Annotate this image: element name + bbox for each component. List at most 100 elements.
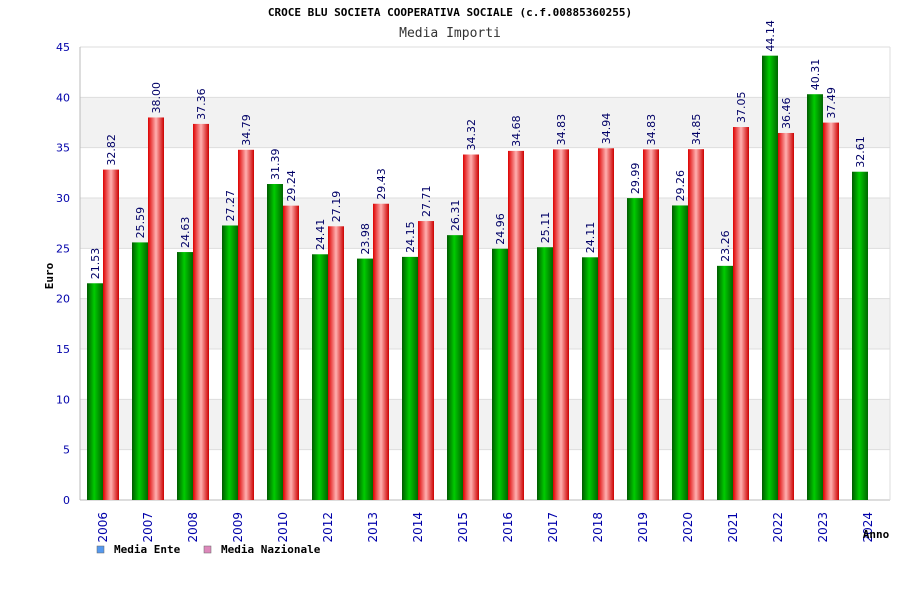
data-labels: 21.53 32.82 25.59 38.00 24.63 37.36 27.27 34.79… <box>89 20 867 279</box>
bar-media-nazionale <box>643 149 659 501</box>
x-tick-label: 2015 <box>456 512 470 543</box>
bar-media-ente <box>402 256 418 500</box>
x-tick-label: 2008 <box>186 512 200 543</box>
bar-media-nazionale <box>598 148 614 500</box>
x-tick-label: 2007 <box>141 512 155 543</box>
bar-media-nazionale <box>688 149 704 500</box>
y-tick-label: 20 <box>56 293 70 306</box>
chart-subtitle: Media Importi <box>399 26 501 41</box>
legend: Media Ente Media Nazionale <box>96 543 321 556</box>
bar-value-label: 38.00 <box>150 82 163 114</box>
bar-value-label: 34.85 <box>690 114 703 146</box>
legend-label: Media Nazionale <box>221 543 321 556</box>
x-tick-label: 2017 <box>546 512 560 543</box>
bar-value-label: 27.19 <box>330 191 343 223</box>
x-tick-label: 2010 <box>276 512 290 543</box>
x-tick-label: 2022 <box>771 512 785 543</box>
bar-media-nazionale <box>373 203 389 500</box>
bar-media-ente <box>807 94 823 500</box>
bar-media-nazionale <box>103 169 119 500</box>
bar-value-label: 31.39 <box>269 149 282 181</box>
y-axis-label: Euro <box>43 262 56 289</box>
bar-media-nazionale <box>418 221 434 500</box>
bars-group <box>87 55 868 501</box>
x-tick-label: 2024 <box>861 512 875 543</box>
bar-media-ente <box>132 242 148 501</box>
bar-media-ente <box>762 55 778 500</box>
plot-band <box>80 198 890 249</box>
bar-media-nazionale <box>733 127 749 500</box>
bar-value-label: 24.41 <box>314 219 327 251</box>
bar-media-nazionale <box>148 117 164 500</box>
bar-value-label: 32.61 <box>854 136 867 168</box>
bar-value-label: 24.96 <box>494 213 507 245</box>
bar-media-ente <box>627 198 643 501</box>
bar-value-label: 23.26 <box>719 230 732 262</box>
plot-band <box>80 298 890 349</box>
x-tick-label: 2014 <box>411 512 425 543</box>
bar-value-label: 29.43 <box>375 168 388 200</box>
bar-media-ente <box>672 205 688 500</box>
bar-media-ente <box>537 247 553 500</box>
x-axis-label: Anno <box>863 528 890 541</box>
bar-media-ente <box>582 257 598 500</box>
bar-value-label: 34.32 <box>465 119 478 151</box>
bar-media-nazionale <box>823 122 839 500</box>
y-tick-label: 25 <box>56 242 70 255</box>
bar-media-nazionale <box>193 123 209 500</box>
bar-media-nazionale <box>778 132 794 500</box>
y-tick-label: 0 <box>63 494 70 507</box>
bar-value-label: 36.46 <box>780 97 793 129</box>
bar-media-nazionale <box>463 154 479 500</box>
bar-media-ente <box>447 235 463 500</box>
bar-media-nazionale <box>553 149 569 501</box>
bar-media-nazionale <box>508 150 524 500</box>
bar-media-ente <box>87 283 103 500</box>
bar-value-label: 27.27 <box>224 190 237 222</box>
y-tick-label: 5 <box>63 444 70 457</box>
bar-value-label: 29.99 <box>629 163 642 195</box>
axes: 0 5 10 15 20 25 30 35 40 45 2006 2007 2008 2009 2010 20… <box>56 41 891 543</box>
y-tick-label: 40 <box>56 91 70 104</box>
plot-bands <box>80 97 890 450</box>
bar-media-ente <box>852 171 868 500</box>
chart-title: CROCE BLU SOCIETA COOPERATIVA SOCIALE (c… <box>268 6 632 19</box>
bar-value-label: 21.53 <box>89 248 102 280</box>
bar-value-label: 32.82 <box>105 134 118 166</box>
bar-value-label: 25.59 <box>134 207 147 239</box>
bar-value-label: 37.05 <box>735 92 748 124</box>
bar-value-label: 40.31 <box>809 59 822 91</box>
y-tick-label: 10 <box>56 393 70 406</box>
bar-value-label: 29.24 <box>285 170 298 202</box>
bar-media-ente <box>177 252 193 500</box>
plot-band <box>80 399 890 450</box>
bar-media-ente <box>312 254 328 500</box>
bar-media-ente <box>267 184 283 501</box>
legend-swatch <box>203 545 212 554</box>
bar-media-nazionale <box>283 205 299 500</box>
x-tick-label: 2018 <box>591 512 605 543</box>
x-tick-label: 2006 <box>96 512 110 543</box>
x-tick-label: 2012 <box>321 512 335 543</box>
bar-value-label: 37.36 <box>195 88 208 120</box>
y-tick-label: 30 <box>56 192 70 205</box>
bar-value-label: 26.31 <box>449 200 462 232</box>
bar-media-nazionale <box>328 226 344 500</box>
legend-label: Media Ente <box>114 543 181 556</box>
bar-value-label: 34.83 <box>645 114 658 146</box>
bar-value-label: 34.79 <box>240 114 253 146</box>
x-tick-label: 2021 <box>726 512 740 543</box>
bar-media-ente <box>222 225 238 500</box>
bar-value-label: 34.83 <box>555 114 568 146</box>
bar-value-label: 44.14 <box>764 20 777 52</box>
y-tick-label: 15 <box>56 343 70 356</box>
legend-swatch <box>96 545 105 554</box>
x-tick-label: 2013 <box>366 512 380 543</box>
bar-media-nazionale <box>238 149 254 500</box>
bar-value-label: 37.49 <box>825 87 838 119</box>
x-tick-label: 2019 <box>636 512 650 543</box>
bar-value-label: 24.11 <box>584 222 597 254</box>
x-tick-label: 2016 <box>501 512 515 543</box>
